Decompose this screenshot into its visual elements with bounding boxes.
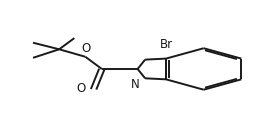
Text: O: O — [76, 82, 85, 95]
Text: Br: Br — [160, 38, 173, 51]
Text: O: O — [81, 42, 91, 55]
Text: N: N — [130, 78, 139, 91]
